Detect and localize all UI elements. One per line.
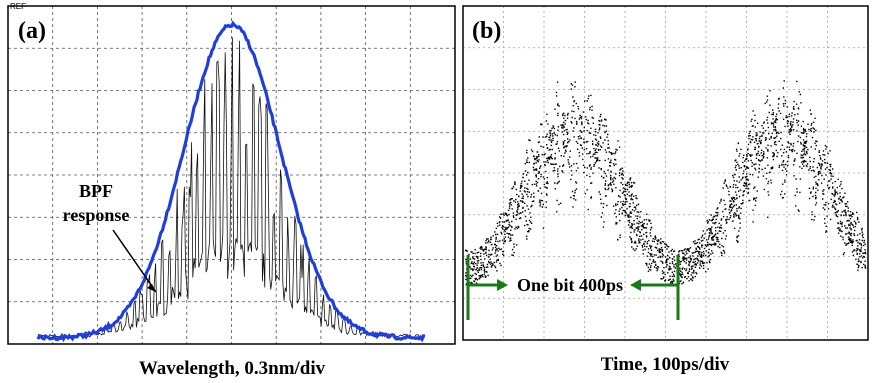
traces [38, 23, 866, 339]
arrow-head [630, 279, 641, 291]
panel-label: (b) [472, 18, 501, 44]
panel-a-grid [8, 6, 455, 344]
arrow-head [497, 279, 508, 291]
page: REF (a) (b) BPF response One bit 400ps W… [0, 0, 873, 383]
caption: Time, 100ps/div [601, 354, 730, 375]
annotation: response [63, 205, 130, 225]
panel-label: (a) [18, 18, 46, 44]
annotation: One bit 400ps [517, 275, 623, 295]
figure: REF (a) (b) BPF response One bit 400ps W… [0, 0, 873, 383]
annotation: BPF [79, 181, 113, 201]
annotation-arrow [113, 230, 156, 292]
caption: Wavelength, 0.3nm/div [139, 358, 326, 379]
ref-label: REF [10, 2, 26, 11]
